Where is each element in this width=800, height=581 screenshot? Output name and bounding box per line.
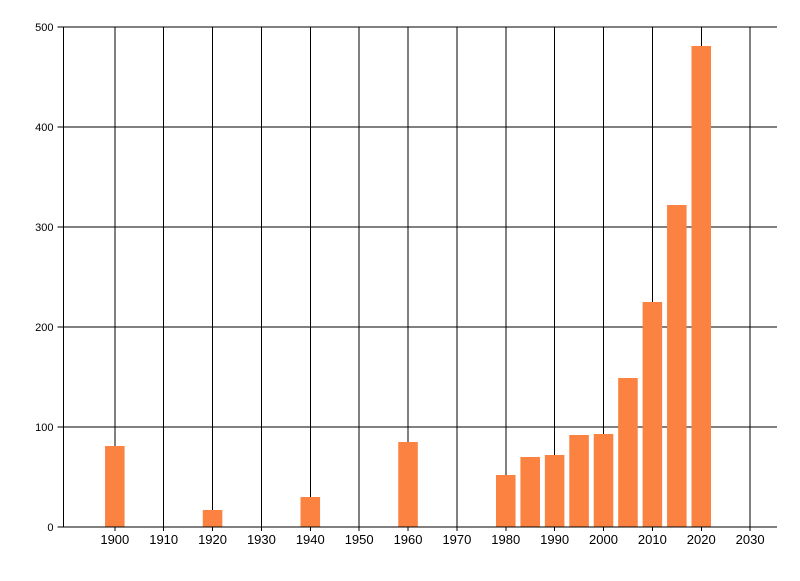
bar-1900: [105, 446, 125, 527]
x-tick-label: 1920: [198, 532, 227, 547]
bar-2005: [618, 378, 638, 527]
bar-1940: [300, 497, 321, 527]
x-tick-label: 2000: [589, 532, 618, 547]
y-tick-label: 300: [35, 222, 53, 234]
x-tick-label: 2020: [687, 532, 716, 547]
bar-2020: [691, 46, 712, 527]
x-tick-label: 1950: [345, 532, 374, 547]
y-tick-label: 500: [35, 22, 53, 34]
x-tick-label: 1990: [540, 532, 569, 547]
x-tick-label: 2010: [638, 532, 667, 547]
x-tick-label: 1900: [100, 532, 129, 547]
x-tick-label: 1960: [394, 532, 423, 547]
y-tick-label: 100: [35, 422, 53, 434]
bar-1995: [569, 435, 589, 527]
x-tick-label: 1940: [296, 532, 325, 547]
x-tick-label: 1980: [491, 532, 520, 547]
x-tick-label: 1930: [247, 532, 276, 547]
bar-2010: [642, 302, 663, 527]
x-tick-label: 1910: [149, 532, 178, 547]
y-tick-label: 200: [35, 322, 53, 334]
y-tick-label: 400: [35, 122, 53, 134]
bar-1990: [544, 455, 565, 527]
bar-1960: [398, 442, 418, 527]
bar-2015: [667, 205, 687, 527]
x-tick-label: 1970: [442, 532, 471, 547]
bar-1985: [520, 457, 540, 527]
bar-1980: [495, 475, 516, 527]
y-tick-label: 0: [47, 522, 53, 534]
x-tick-label: 2030: [736, 532, 765, 547]
bar-1920: [202, 510, 223, 527]
bar-2000: [593, 434, 614, 527]
